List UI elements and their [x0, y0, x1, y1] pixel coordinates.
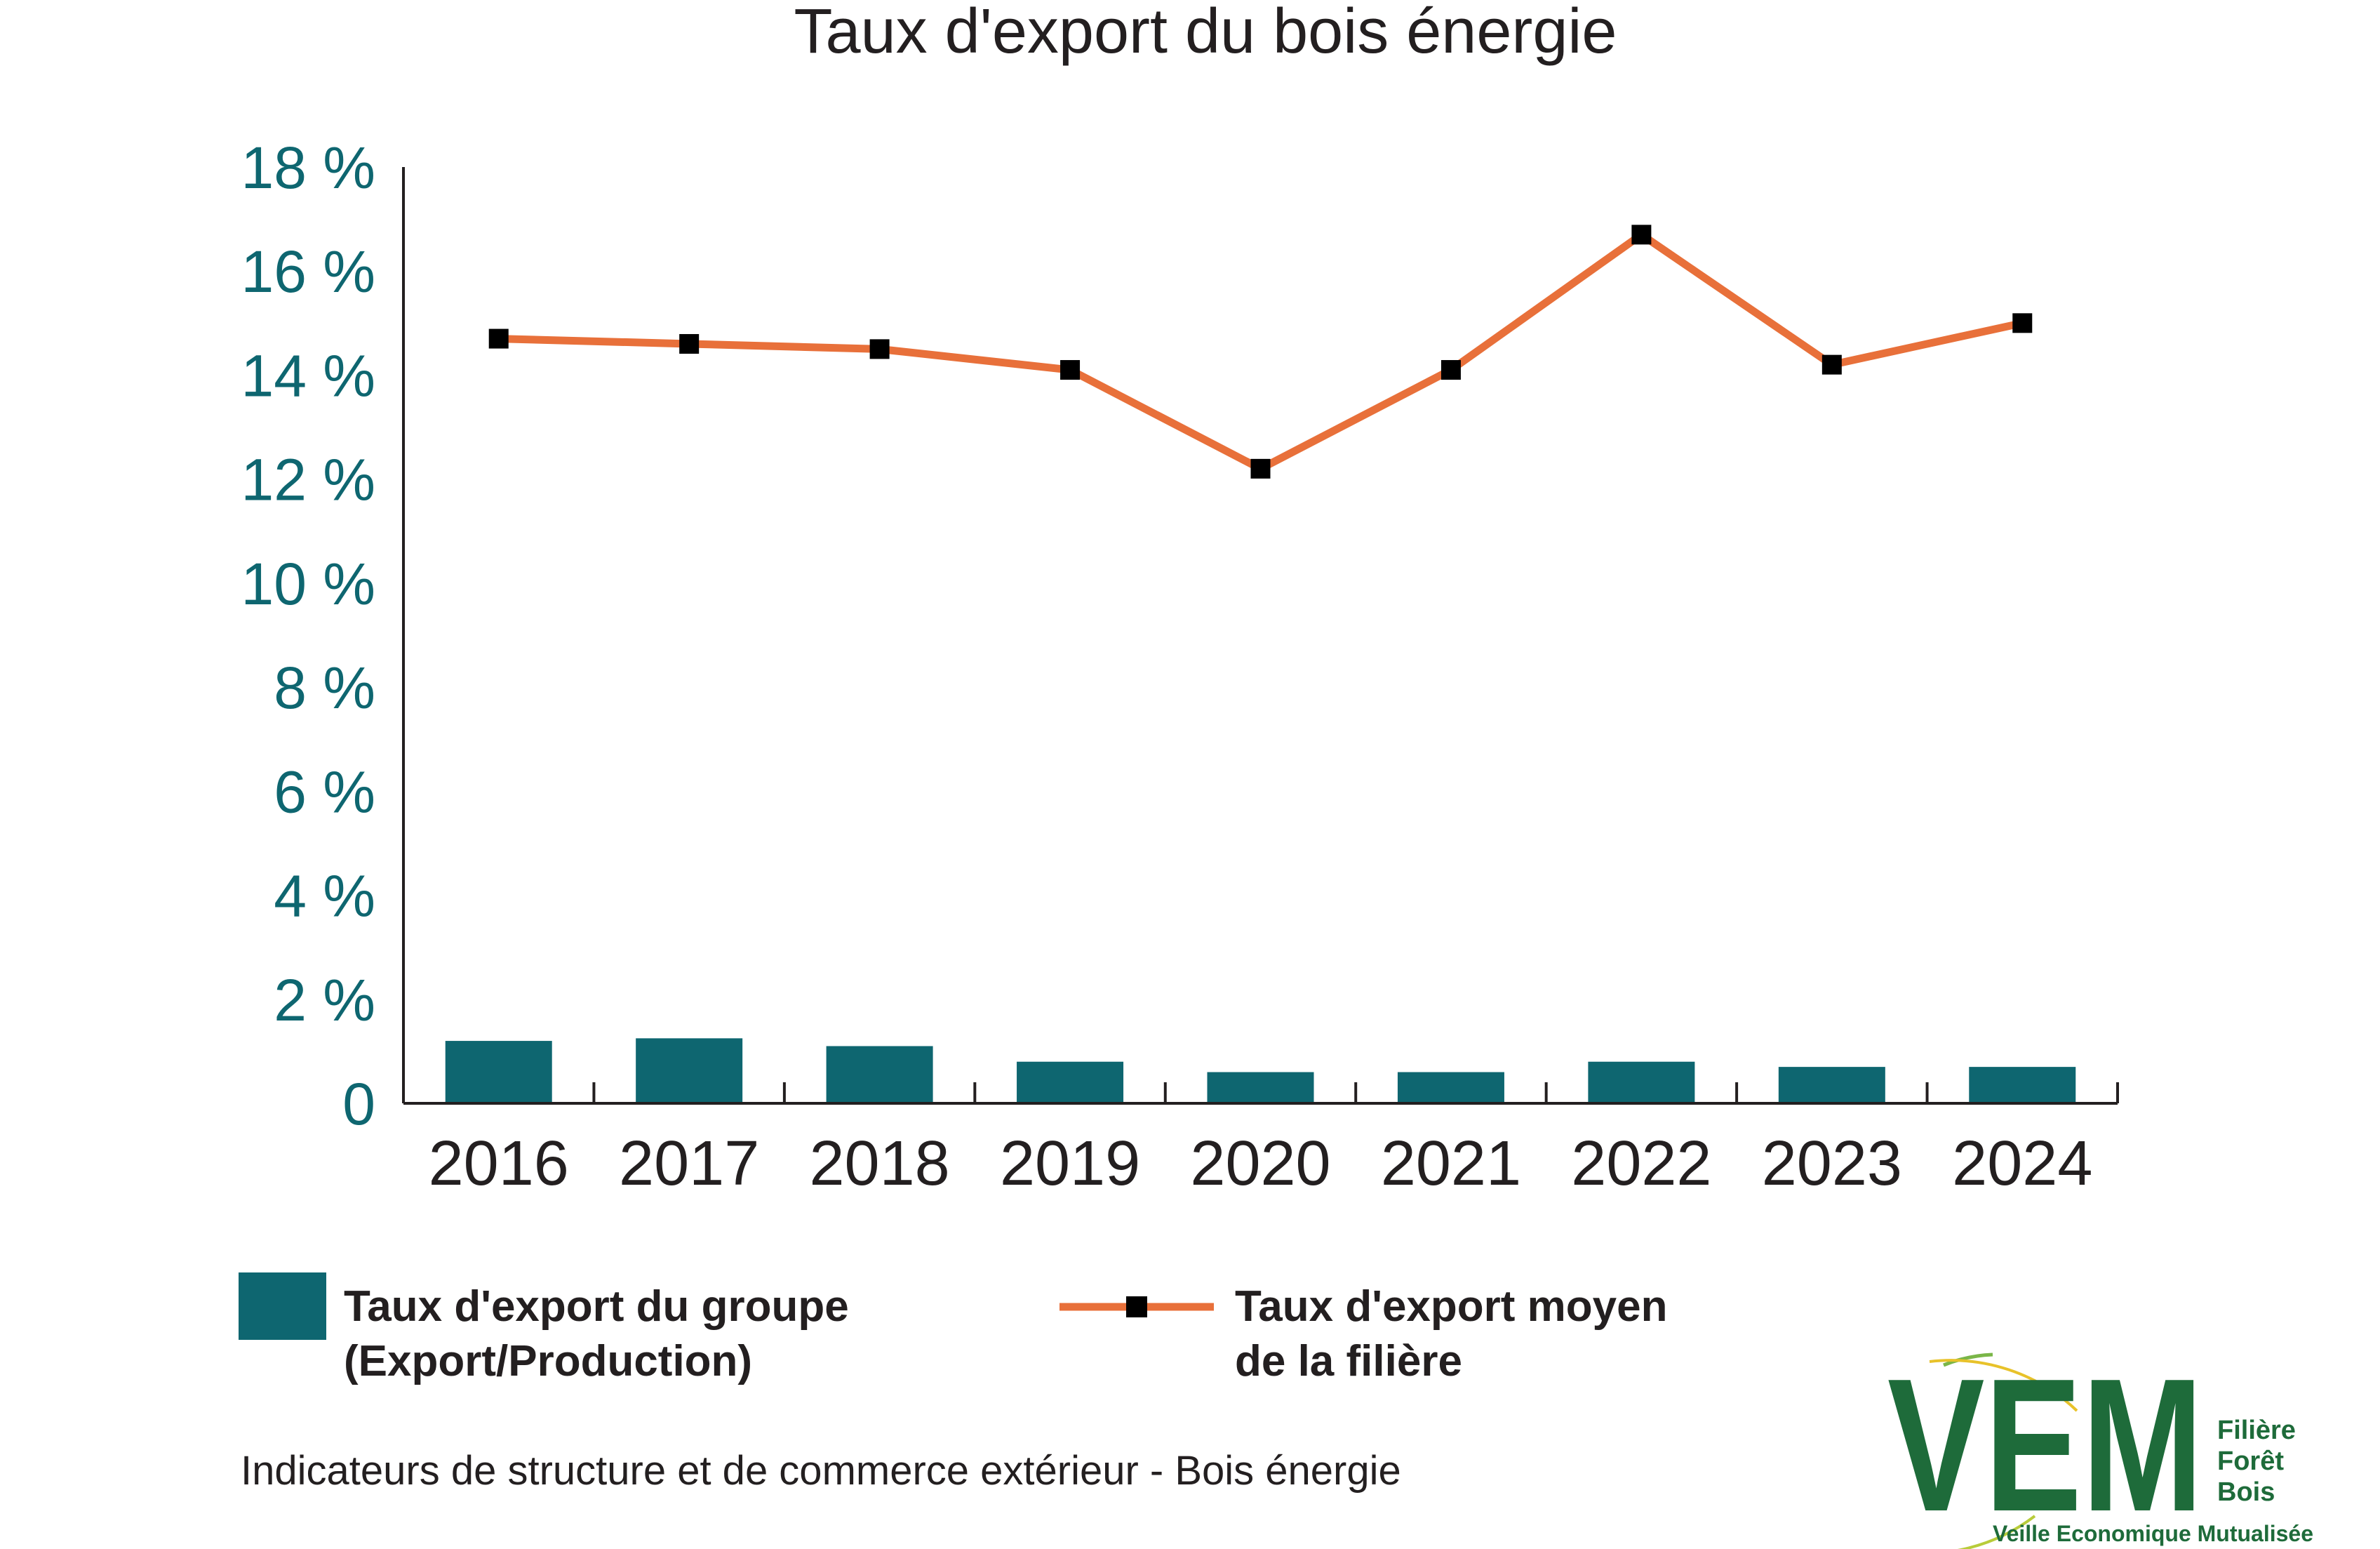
- chart-title: Taux d'export du bois énergie: [794, 0, 1617, 67]
- y-tick-label: 8 %: [274, 655, 375, 721]
- legend: Taux d'export du groupe (Export/Producti…: [239, 1272, 1668, 1385]
- x-tick-label: 2016: [429, 1129, 569, 1199]
- axes: [402, 167, 2119, 1105]
- y-tick-label: 2 %: [274, 967, 375, 1033]
- line-point: [1060, 360, 1081, 380]
- line-point: [679, 333, 700, 354]
- bar: [1207, 1072, 1314, 1103]
- logo-arc-yellow: [1929, 1359, 2078, 1412]
- logo-arc-lower: [1957, 1515, 2036, 1549]
- line-path: [498, 230, 2024, 473]
- x-tick-label: 2019: [1000, 1129, 1140, 1199]
- legend-line-marker: [1126, 1296, 1147, 1317]
- x-tick-label: 2020: [1190, 1129, 1330, 1199]
- y-tick-label: 0: [342, 1071, 375, 1137]
- logo-letters: VEM: [1887, 1340, 2203, 1549]
- x-tick-label: 2023: [1762, 1129, 1902, 1199]
- bar: [1588, 1061, 1695, 1103]
- y-tick-label: 10 %: [241, 551, 375, 617]
- bar: [1017, 1061, 1124, 1103]
- x-tick-label: 2021: [1381, 1129, 1521, 1199]
- legend-bar-swatch: [239, 1272, 326, 1340]
- bar: [445, 1041, 552, 1103]
- logo-tagline: Veille Economique Mutualisée: [1993, 1521, 2313, 1546]
- bar: [1969, 1067, 2076, 1103]
- x-tick-label: 2017: [619, 1129, 759, 1199]
- bar: [1778, 1067, 1885, 1103]
- x-tick-label: 2024: [1952, 1129, 2092, 1199]
- y-tick-label: 18 %: [241, 135, 375, 201]
- y-tick-label: 14 %: [241, 343, 375, 408]
- legend-line-label-line1: Taux d'export moyen: [1235, 1282, 1668, 1331]
- y-tick-label: 16 %: [241, 239, 375, 305]
- bar-series: [445, 1038, 2076, 1103]
- x-axis-ticks: 2016 2017 2018 2019 2020 2021 2022 2023 2024: [429, 1129, 2093, 1199]
- line-point: [1821, 354, 1842, 375]
- caption: Indicateurs de structure et de commerce …: [241, 1448, 1401, 1494]
- bar: [1397, 1072, 1504, 1103]
- line-point: [2012, 313, 2033, 333]
- vem-logo: VEM Filière Forêt Bois Veille Economique…: [1887, 1340, 2313, 1549]
- x-tick-label: 2022: [1571, 1129, 1711, 1199]
- y-tick-label: 12 %: [241, 447, 375, 513]
- y-axis-ticks: 0 2 % 4 % 6 % 8 % 10 % 12 % 14 % 16 % 18 %: [241, 135, 375, 1137]
- line-point: [1250, 458, 1271, 479]
- legend-bar-label-line1: Taux d'export du groupe: [344, 1282, 849, 1331]
- logo-line1: Filière: [2217, 1416, 2296, 1445]
- bar: [636, 1038, 743, 1103]
- legend-line-label-line2: de la filière: [1235, 1337, 1462, 1385]
- line-point: [1440, 360, 1461, 380]
- y-tick-label: 4 %: [274, 863, 375, 929]
- legend-bar-label-line2: (Export/Production): [344, 1337, 752, 1385]
- line-series: [488, 225, 2033, 479]
- bar: [826, 1046, 933, 1103]
- line-point: [1631, 225, 1652, 245]
- x-tick-label: 2018: [810, 1129, 950, 1199]
- y-tick-label: 6 %: [274, 759, 375, 825]
- logo-line3: Bois: [2217, 1477, 2275, 1507]
- line-point: [869, 339, 890, 359]
- line-point: [488, 328, 509, 349]
- logo-arc-green: [1943, 1352, 1993, 1367]
- logo-line2: Forêt: [2217, 1447, 2284, 1476]
